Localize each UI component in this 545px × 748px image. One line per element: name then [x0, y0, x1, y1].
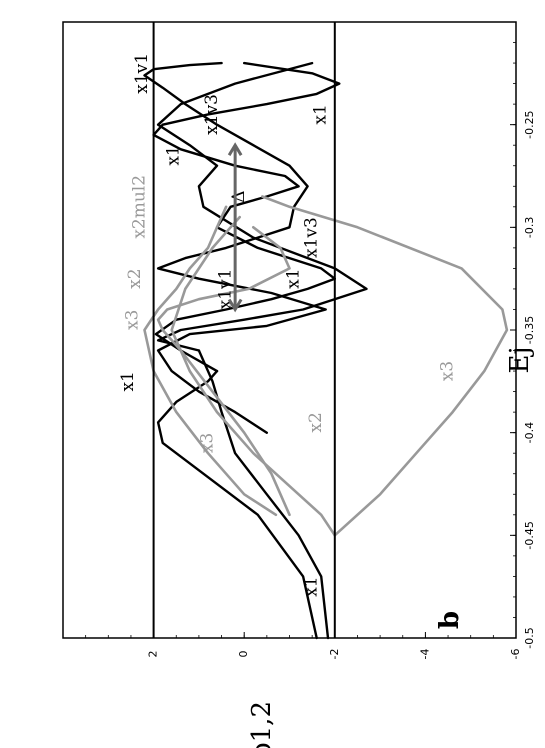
annotation-label: x1v1: [132, 53, 152, 94]
annotation-label: x3: [123, 310, 143, 330]
delta-arrowhead: [227, 142, 243, 156]
annotation-label: x1: [311, 104, 331, 124]
x-tick-label: -0.4: [523, 422, 536, 443]
annotation-label: x1v3: [302, 217, 322, 258]
annotation-label: x1v3: [202, 94, 222, 135]
annotation-label: x1: [118, 371, 138, 391]
x-tick-label: -0.5: [523, 627, 536, 648]
x-tick-label: -0.3: [523, 217, 536, 238]
x-axis-label: Ej: [505, 346, 535, 373]
annotation-label: x3: [438, 361, 458, 381]
y-tick-label: -4: [418, 649, 431, 660]
y-axis-label: b1,2: [247, 701, 277, 748]
series-curve-8: [170, 215, 337, 537]
delta-arrowhead: [227, 298, 243, 313]
series-curve-2: [197, 349, 330, 640]
series-curve-1: [156, 369, 318, 640]
y-tick-label: -2: [328, 649, 341, 660]
annotation-label: x2: [306, 412, 326, 432]
x-tick-label: -0.25: [523, 110, 536, 138]
annotation-label: x1: [284, 268, 304, 288]
series-curve-5: [143, 61, 327, 434]
series-curve-9: [261, 195, 509, 537]
panel-label: b: [435, 611, 465, 629]
y-tick-label: -6: [509, 649, 522, 660]
annotation-label: x1: [163, 145, 183, 165]
y-tick-label: 0: [237, 651, 250, 658]
x-tick-label: -0.45: [523, 521, 536, 549]
series-curve-7: [143, 205, 278, 517]
tick-layer: -0.5 -0.45 -0.4 -0.35 -0.3 -0.25 -6 -4 -2 0 2: [62, 21, 536, 660]
series-layer: [143, 61, 509, 640]
series-curve-6: [156, 226, 291, 517]
annotation-label: Δ: [229, 190, 249, 202]
annotation-label: x3: [197, 433, 217, 453]
annotation-label: x2: [125, 268, 145, 288]
reference-lines: [152, 22, 336, 638]
annotation-label: x2mul2: [130, 175, 150, 239]
x-tick-label: -0.35: [523, 316, 536, 344]
annotation-label: x1: [302, 576, 322, 596]
series-curve-3: [152, 61, 341, 373]
y-tick-label: 2: [147, 651, 160, 658]
series-curve-4: [156, 61, 368, 352]
